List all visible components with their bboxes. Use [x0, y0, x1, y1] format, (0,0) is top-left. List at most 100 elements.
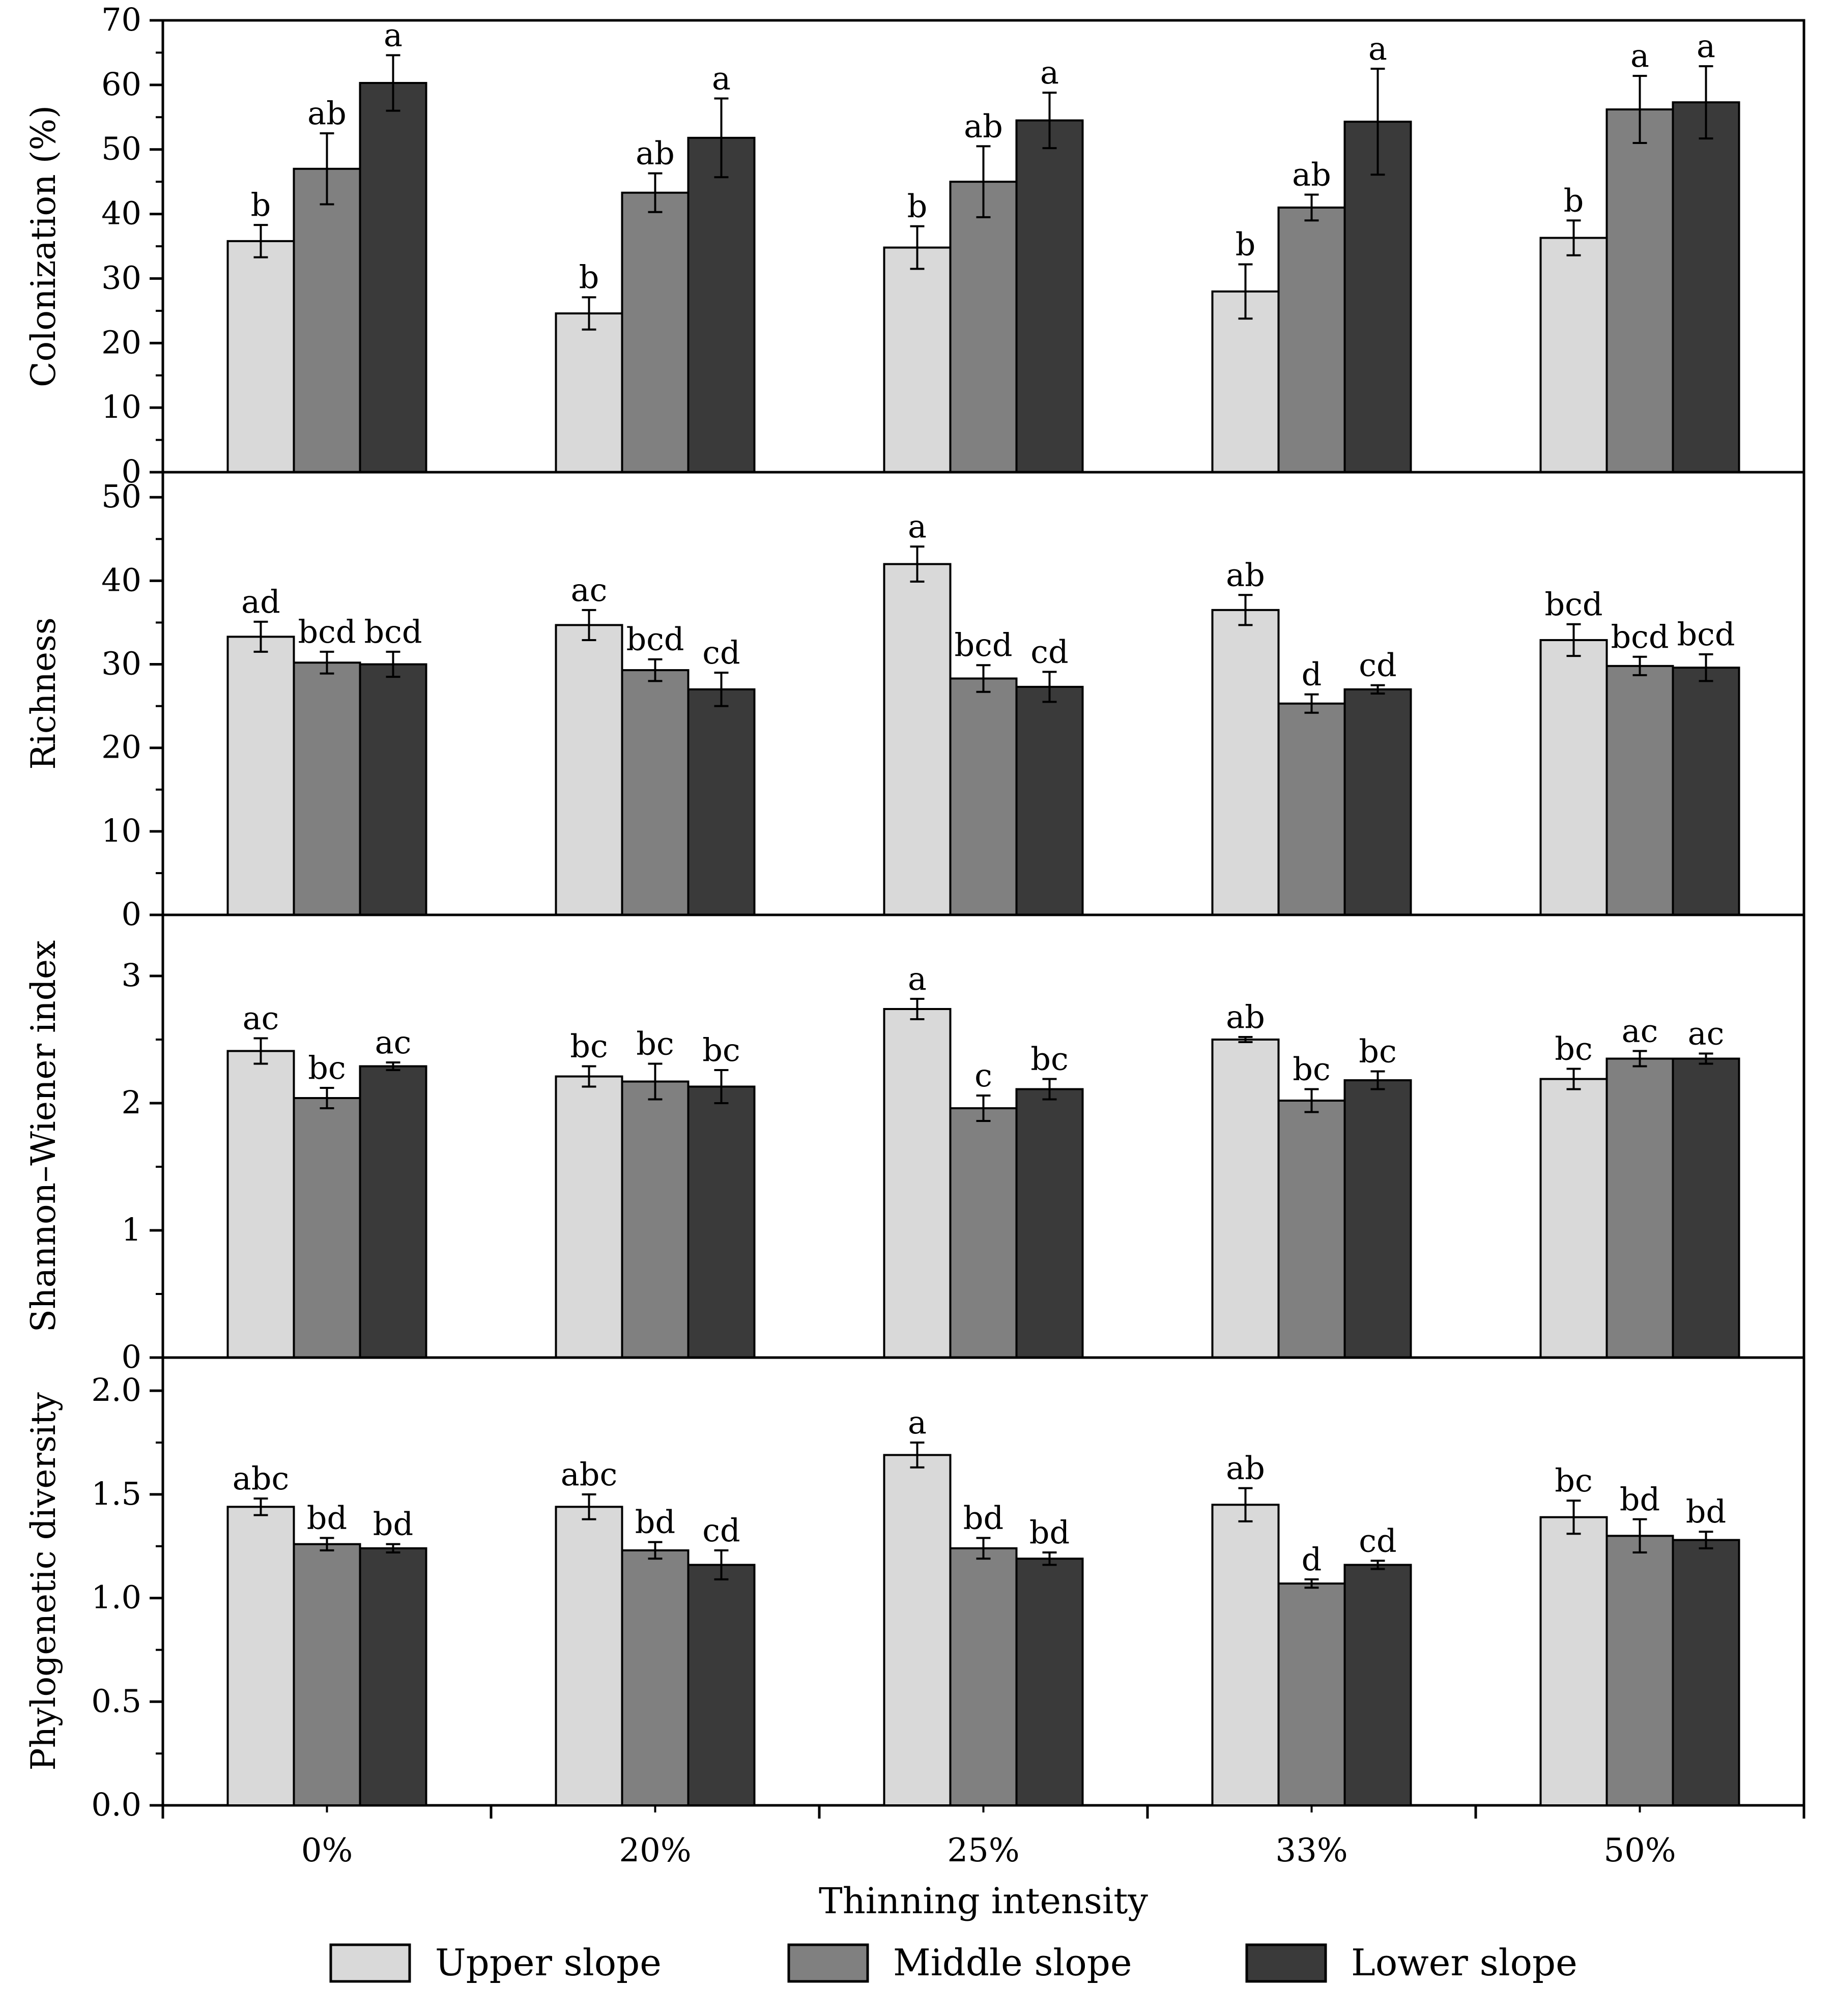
significance-letter: b	[251, 186, 271, 223]
bar	[1277, 1582, 1346, 1806]
significance-letter: ab	[1292, 156, 1331, 193]
bar	[293, 167, 361, 473]
bar	[1672, 101, 1740, 473]
bar	[949, 181, 1018, 473]
significance-letter: a	[908, 1404, 927, 1441]
y-tick-label: 70	[101, 1, 141, 38]
significance-letter: ac	[1622, 1013, 1658, 1050]
bar	[293, 661, 361, 916]
legend-label: Lower slope	[1351, 1941, 1577, 1984]
significance-letter: a	[908, 508, 927, 545]
significance-letter: bd	[1620, 1481, 1660, 1518]
bar	[1672, 667, 1740, 916]
significance-letter: bc	[570, 1028, 608, 1065]
bar	[1015, 1558, 1084, 1807]
x-category-label: 33%	[1275, 1832, 1347, 1869]
bar	[621, 1080, 690, 1359]
significance-letter: ab	[964, 107, 1003, 145]
bar	[359, 1547, 427, 1806]
bar	[555, 1506, 623, 1806]
significance-letter: bc	[1293, 1051, 1330, 1088]
bar	[1277, 702, 1346, 916]
significance-letter: bd	[307, 1499, 347, 1536]
significance-letter: bcd	[626, 621, 684, 658]
significance-letter: cd	[1359, 647, 1396, 684]
y-tick-label: 0.0	[91, 1786, 141, 1823]
y-tick-label: 10	[101, 388, 141, 425]
significance-letter: c	[974, 1057, 992, 1094]
significance-letter: bd	[963, 1499, 1003, 1536]
significance-letter: bc	[1555, 1030, 1592, 1068]
significance-letter: bcd	[298, 613, 356, 650]
bar	[1539, 1078, 1608, 1359]
y-tick-label: 20	[101, 324, 141, 361]
legend-label: Middle slope	[893, 1941, 1132, 1984]
significance-letter: b	[907, 188, 928, 225]
y-tick-label: 60	[101, 66, 141, 103]
y-tick-label: 0.5	[91, 1682, 141, 1719]
bar	[883, 1454, 952, 1806]
bar	[687, 136, 756, 473]
y-tick-label: 30	[101, 259, 141, 296]
bar	[883, 246, 952, 473]
y-axis-label-3: Shannon–Wiener index	[24, 940, 63, 1332]
bar	[1672, 1539, 1740, 1807]
significance-letter: ab	[1226, 1450, 1265, 1487]
significance-letter: b	[1236, 226, 1256, 263]
significance-letter: ab	[1226, 998, 1265, 1035]
legend-label: Upper slope	[435, 1941, 662, 1984]
significance-letter: a	[1697, 27, 1715, 65]
bar	[226, 240, 295, 473]
significance-letter: a	[1040, 54, 1059, 91]
bar	[949, 1107, 1018, 1359]
significance-letter: bd	[1686, 1493, 1726, 1530]
y-axis-label-2: Richness	[24, 617, 63, 770]
bar	[1015, 119, 1084, 473]
bar	[359, 1065, 427, 1359]
y-tick-label: 50	[101, 130, 141, 167]
bar	[1539, 237, 1608, 473]
y-tick-label: 2.0	[91, 1371, 141, 1408]
significance-letter: bc	[702, 1031, 740, 1069]
bar	[1343, 1564, 1412, 1807]
significance-letter: ac	[571, 571, 608, 609]
significance-letter: bd	[373, 1506, 413, 1543]
x-category-label: 25%	[947, 1832, 1019, 1869]
bar	[1539, 1516, 1608, 1806]
bar	[687, 1085, 756, 1359]
significance-letter: a	[1630, 37, 1649, 74]
bar	[1277, 1100, 1346, 1359]
bar	[226, 1050, 295, 1359]
y-tick-label: 0	[122, 896, 141, 933]
significance-letter: d	[1302, 1541, 1322, 1578]
y-tick-label: 3	[122, 957, 141, 994]
y-tick-label: 30	[101, 645, 141, 682]
bar	[883, 1008, 952, 1359]
significance-letter: bc	[1030, 1041, 1068, 1078]
bar	[359, 82, 427, 473]
bar	[1211, 1504, 1280, 1806]
y-tick-label: 20	[101, 729, 141, 766]
significance-letter: a	[712, 60, 731, 97]
significance-letter: ad	[241, 583, 280, 620]
significance-letter: ac	[375, 1024, 412, 1061]
significance-letter: bcd	[1611, 618, 1669, 655]
y-tick-label: 2	[122, 1084, 141, 1121]
significance-letter: abc	[561, 1456, 617, 1493]
bar	[687, 688, 756, 916]
significance-letter: bcd	[1544, 586, 1602, 623]
legend-swatch	[787, 1943, 869, 1983]
bar	[621, 669, 690, 916]
significance-letter: bcd	[1677, 616, 1735, 653]
bar	[687, 1564, 756, 1807]
significance-letter: bcd	[364, 613, 422, 650]
significance-letter: ab	[636, 135, 675, 172]
legend-swatch	[329, 1943, 411, 1983]
y-tick-label: 10	[101, 812, 141, 849]
bar	[1605, 108, 1674, 473]
significance-letter: a	[908, 960, 927, 997]
bar	[1605, 1535, 1674, 1806]
x-category-label: 50%	[1603, 1832, 1676, 1869]
